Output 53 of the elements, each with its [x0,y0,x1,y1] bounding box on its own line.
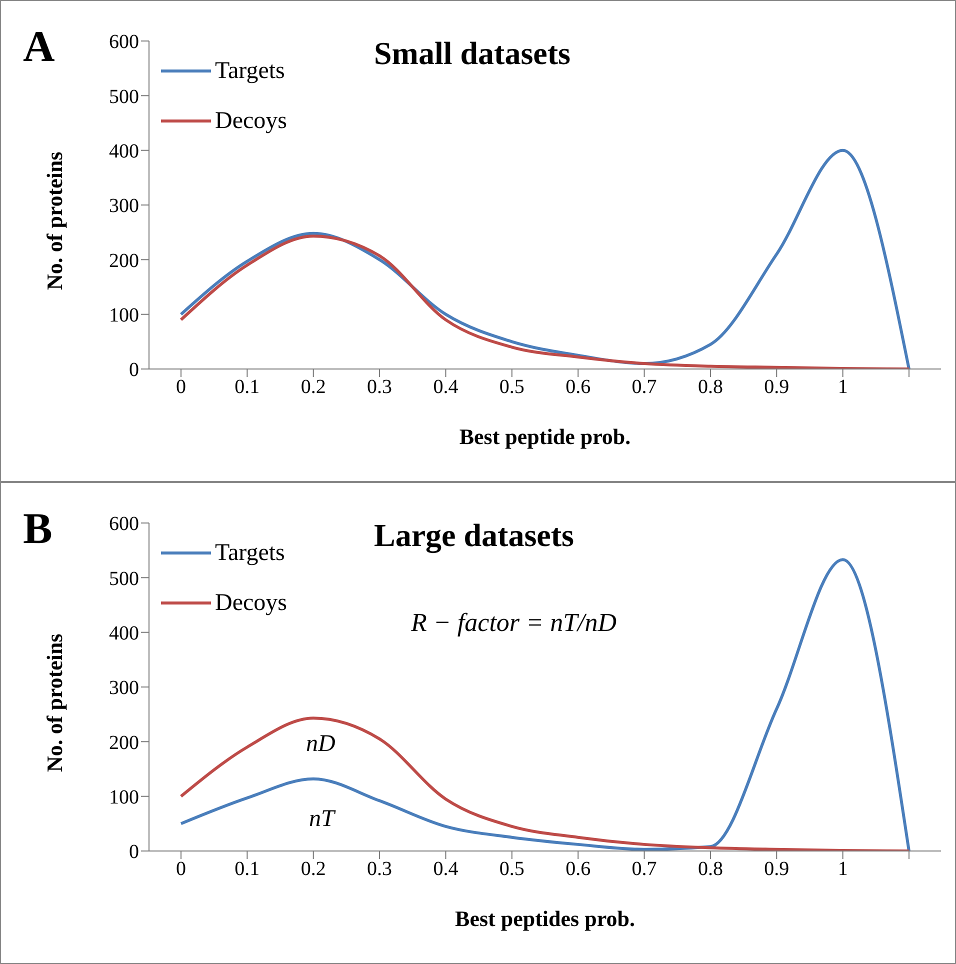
y-tick-label: 200 [109,250,139,272]
x-axis-title: Best peptide prob. [459,424,631,449]
y-tick-label: 0 [129,359,139,382]
annotation: R − factor = nT/nD [411,608,617,638]
x-tick-label: 1 [838,858,848,880]
x-axis-title: Best peptides prob. [455,906,635,931]
x-tick-label: 0.9 [764,376,790,398]
y-axis-title: No. of proteins [42,633,67,772]
x-tick-label: 0.4 [433,376,458,398]
y-axis-title: No. of proteins [42,151,67,290]
legend-label: Targets [215,58,285,84]
x-tick-label: 0.2 [300,376,326,398]
x-tick-label: 0 [176,858,186,880]
x-tick-label: 0.1 [234,376,260,398]
x-tick-label: 0.3 [367,376,392,398]
x-tick-label: 0.4 [433,858,458,880]
legend-label: Decoys [215,590,287,616]
x-tick-label: 0.6 [566,858,591,880]
y-tick-label: 0 [129,841,139,864]
x-tick-label: 0.6 [566,376,591,398]
y-tick-label: 300 [109,677,139,700]
y-tick-label: 400 [109,622,139,644]
legend-label: Targets [215,540,285,566]
annotation: nT [309,806,334,833]
text: B [23,503,52,554]
x-tick-label: 0.3 [367,858,392,880]
x-tick-label: 0 [176,376,186,398]
y-tick-label: 100 [109,304,139,326]
x-tick-label: 0.7 [632,858,657,880]
y-tick-label: 300 [109,195,139,218]
y-tick-label: 200 [109,732,139,754]
x-tick-label: 0.1 [234,858,260,880]
y-tick-label: 100 [109,786,139,808]
chart-title: Large datasets [374,517,574,554]
x-tick-label: 0.5 [499,858,524,880]
legend-label: Decoys [215,108,287,134]
y-tick-label: 600 [109,31,139,54]
x-tick-label: 0.7 [632,376,657,398]
x-tick-label: 0.5 [499,376,524,398]
y-tick-label: 400 [109,140,139,162]
y-tick-label: 600 [109,513,139,536]
x-tick-label: 0.8 [698,376,723,398]
annotation: nD [306,731,336,758]
x-tick-label: 0.9 [764,858,790,880]
line-series [180,716,910,851]
y-tick-label: 500 [109,568,139,590]
line-series [180,234,910,369]
x-tick-label: 1 [838,376,848,398]
y-tick-label: 500 [109,86,139,108]
x-tick-label: 0.2 [300,858,326,880]
chart-title: Small datasets [374,35,570,72]
text: A [23,21,55,72]
x-tick-label: 0.8 [698,858,723,880]
